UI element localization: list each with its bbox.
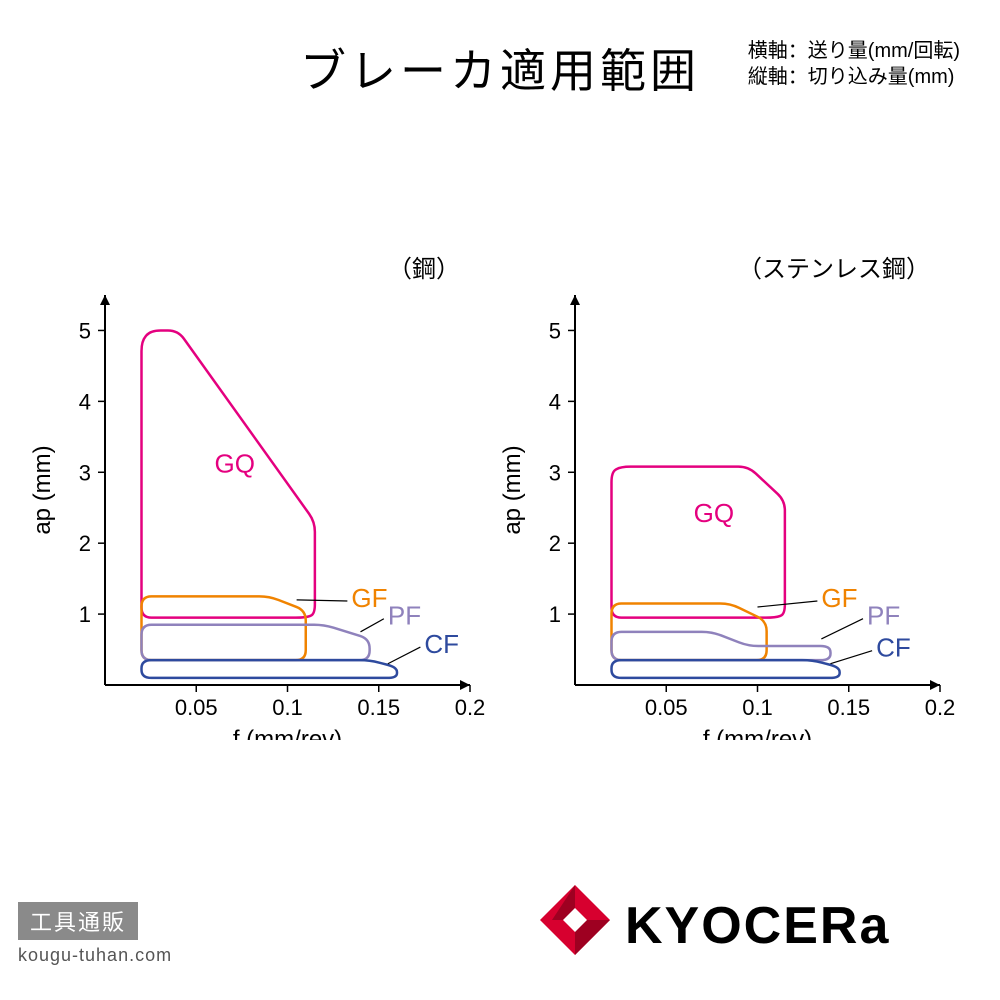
svg-text:0.05: 0.05: [175, 695, 218, 720]
region-label-GQ: GQ: [215, 448, 255, 478]
region-GF: [142, 596, 306, 660]
region-CF: [612, 660, 840, 678]
chart-subtitle: （ステンレス鋼）: [738, 256, 930, 283]
svg-text:2: 2: [549, 531, 561, 556]
region-PF: [142, 625, 370, 660]
svg-text:1: 1: [79, 602, 91, 627]
region-CF: [142, 660, 398, 678]
shop-badge: 工具通販: [18, 902, 138, 940]
svg-text:4: 4: [549, 389, 561, 414]
region-label-GF: GF: [351, 583, 387, 613]
y-axis-label: ap (mm): [499, 445, 526, 534]
svg-text:5: 5: [79, 318, 91, 343]
svg-text:0.2: 0.2: [925, 695, 956, 720]
svg-text:0.1: 0.1: [742, 695, 773, 720]
region-label-CF: CF: [876, 633, 911, 663]
brand-logo: KYOCERa: [540, 880, 970, 960]
svg-text:2: 2: [79, 531, 91, 556]
svg-text:3: 3: [79, 460, 91, 485]
chart-subtitle: （鋼）: [388, 256, 460, 283]
svg-text:0.15: 0.15: [357, 695, 400, 720]
svg-text:0.05: 0.05: [645, 695, 688, 720]
chart-area: （鋼）0.050.10.150.212345f (mm/rev)ap (mm)G…: [0, 160, 1000, 740]
y-axis-label: ap (mm): [29, 445, 56, 534]
region-GQ: [612, 467, 785, 618]
region-PF: [612, 632, 831, 660]
svg-text:5: 5: [549, 318, 561, 343]
charts-svg: （鋼）0.050.10.150.212345f (mm/rev)ap (mm)G…: [0, 160, 1000, 740]
region-label-GQ: GQ: [694, 498, 734, 528]
brand-text: KYOCERa: [625, 897, 890, 955]
svg-text:1: 1: [549, 602, 561, 627]
x-axis-label: f (mm/rev): [703, 726, 812, 740]
region-label-PF: PF: [388, 601, 421, 631]
x-axis-label: f (mm/rev): [233, 726, 342, 740]
axis-note: 横軸：送り量(mm/回転) 縦軸：切り込み量(mm): [748, 38, 960, 90]
region-label-PF: PF: [867, 601, 900, 631]
svg-text:0.2: 0.2: [455, 695, 486, 720]
axis-note-y: 縦軸：切り込み量(mm): [748, 64, 960, 90]
shop-url: kougu-tuhan.com: [18, 945, 172, 966]
axis-note-x: 横軸：送り量(mm/回転): [748, 38, 960, 64]
page-title: ブレーカ適用範囲: [300, 35, 700, 101]
region-label-CF: CF: [424, 629, 459, 659]
svg-text:0.15: 0.15: [827, 695, 870, 720]
svg-text:4: 4: [79, 389, 91, 414]
svg-text:3: 3: [549, 460, 561, 485]
region-label-GF: GF: [821, 583, 857, 613]
svg-text:0.1: 0.1: [272, 695, 303, 720]
kyocera-mark-icon: [540, 885, 610, 955]
